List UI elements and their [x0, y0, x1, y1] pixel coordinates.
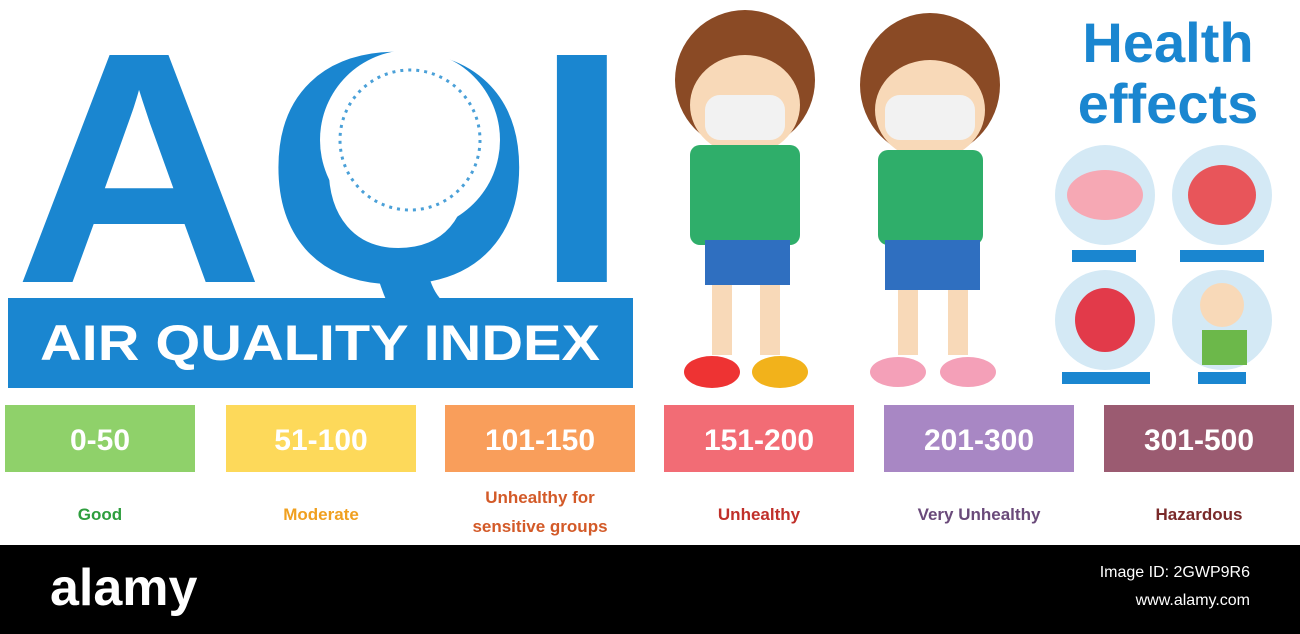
- health-title: Health effects: [1078, 11, 1259, 135]
- level-label: Unhealthy: [718, 505, 801, 524]
- health-icons: [1055, 145, 1272, 384]
- globe-dots: [338, 68, 482, 212]
- level-label: Very Unhealthy: [918, 505, 1041, 524]
- level-box: [5, 405, 195, 472]
- level-range: 51-100: [274, 424, 367, 457]
- level-box: [226, 405, 416, 472]
- level-range: 0-50: [70, 424, 130, 457]
- background: [0, 0, 1300, 545]
- brand: alamy: [50, 559, 198, 617]
- level-label: Unhealthy for sensitive groups: [472, 488, 607, 536]
- level-box: [884, 405, 1074, 472]
- globe: [320, 50, 500, 230]
- boy: [675, 10, 815, 388]
- level-range: 201-300: [924, 424, 1034, 457]
- level-box: [1104, 405, 1294, 472]
- image-id: Image ID: 2GWP9R6: [1100, 564, 1250, 581]
- level-label: Good: [78, 505, 122, 524]
- girl: [860, 13, 1000, 387]
- level-range: 101-150: [485, 424, 595, 457]
- level-label: Hazardous: [1156, 505, 1243, 524]
- subtitle-banner: [8, 298, 633, 388]
- aqi-title: AQI: [14, 0, 630, 352]
- level-box: [664, 405, 854, 472]
- footer-bar: [0, 545, 1300, 634]
- level-box: [445, 405, 635, 472]
- level-range: 301-500: [1144, 424, 1254, 457]
- level-range: 151-200: [704, 424, 814, 457]
- level-label: Moderate: [283, 505, 359, 524]
- subtitle: AIR QUALITY INDEX: [40, 315, 600, 371]
- url: www.alamy.com: [1135, 592, 1250, 609]
